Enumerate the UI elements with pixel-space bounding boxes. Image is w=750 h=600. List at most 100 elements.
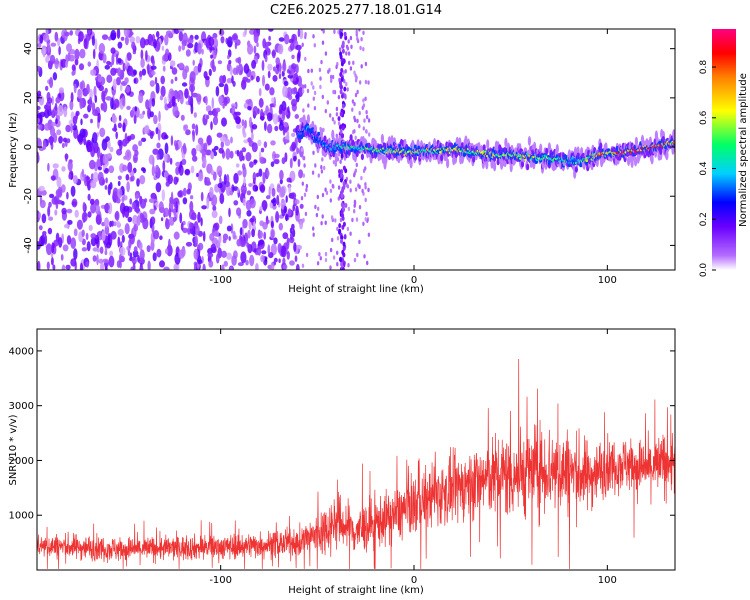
heatmap-cell <box>323 165 326 171</box>
heatmap-cell <box>365 211 368 217</box>
heatmap-cell <box>135 36 141 44</box>
heatmap-cell <box>57 186 63 198</box>
heatmap-cell <box>337 95 341 100</box>
snr-series-line <box>37 358 675 569</box>
heatmap-cell <box>353 129 356 134</box>
heatmap-cell <box>119 139 123 151</box>
heatmap-cell <box>212 47 217 60</box>
heatmap-cell <box>77 134 84 143</box>
heatmap-cell <box>270 261 275 270</box>
heatmap-cell <box>126 135 132 142</box>
heatmap-cell <box>259 206 263 212</box>
heatmap-cell <box>297 29 301 38</box>
heatmap-cell <box>338 223 342 229</box>
heatmap-cell <box>299 220 303 230</box>
heatmap-cell <box>92 171 99 183</box>
heatmap-cell <box>164 170 169 178</box>
heatmap-cell <box>237 63 244 76</box>
heatmap-cell <box>349 179 352 184</box>
heatmap-cell <box>66 191 69 200</box>
heatmap-cell <box>208 260 214 268</box>
heatmap-cell <box>133 114 137 125</box>
heatmap-cell <box>99 262 105 270</box>
heatmap-cell <box>160 75 165 85</box>
heatmap-cell <box>362 30 365 35</box>
heatmap-cell <box>258 239 265 245</box>
heatmap-cell <box>81 238 86 246</box>
heatmap-cell <box>69 30 73 36</box>
heatmap-cell <box>202 231 206 242</box>
heatmap-cell <box>52 163 59 169</box>
heatmap-cell <box>353 101 356 107</box>
heatmap-cell <box>203 142 208 152</box>
heatmap-cell <box>241 147 247 153</box>
y-tick-label: -40 <box>23 237 34 253</box>
heatmap-cell <box>261 250 267 255</box>
heatmap-cell <box>335 106 339 112</box>
heatmap-cell <box>223 260 228 267</box>
heatmap-cell <box>78 63 85 71</box>
heatmap-cell <box>368 132 371 137</box>
heatmap-cell <box>353 257 357 263</box>
heatmap-cell <box>40 234 46 246</box>
heatmap-cell <box>295 263 300 270</box>
heatmap-cell <box>320 59 323 65</box>
heatmap-cell <box>295 205 299 216</box>
heatmap-cell <box>185 129 191 136</box>
heatmap-cell <box>228 236 231 241</box>
heatmap-cell <box>227 36 233 48</box>
heatmap-cell <box>340 29 344 33</box>
heatmap-cell <box>124 35 129 46</box>
heatmap-cell <box>319 76 322 81</box>
heatmap-cell <box>242 163 246 170</box>
heatmap-cell <box>177 29 185 32</box>
heatmap-cell <box>127 216 133 223</box>
heatmap-cell <box>263 141 268 149</box>
heatmap-cell <box>47 42 51 54</box>
heatmap-cell <box>319 256 322 261</box>
y-tick-label: 4000 <box>9 346 34 357</box>
heatmap-cell <box>364 79 368 85</box>
heatmap-cell <box>355 162 358 168</box>
heatmap-cell <box>334 152 338 163</box>
heatmap-cell <box>108 255 115 268</box>
heatmap-cell <box>340 235 344 241</box>
heatmap-cell <box>294 114 299 119</box>
heatmap-cell <box>146 245 151 253</box>
heatmap-cell <box>272 197 277 207</box>
heatmap-cell <box>81 247 88 252</box>
heatmap-cell <box>38 95 45 106</box>
heatmap-cell <box>339 257 343 263</box>
heatmap-cell <box>158 110 161 122</box>
heatmap-cell <box>140 49 144 60</box>
heatmap-cell <box>197 42 202 55</box>
heatmap-cell <box>194 235 198 247</box>
heatmap-cell <box>218 215 223 225</box>
heatmap-cell <box>70 237 77 249</box>
heatmap-cell <box>99 152 103 164</box>
heatmap-cell <box>251 228 256 238</box>
heatmap-cell <box>362 126 365 131</box>
heatmap-cell <box>329 188 333 193</box>
heatmap-cell <box>38 212 42 219</box>
heatmap-cell <box>65 264 71 270</box>
heatmap-cell <box>110 230 117 240</box>
heatmap-cell <box>215 86 220 97</box>
heatmap-cell <box>301 181 304 186</box>
heatmap-cell <box>154 76 158 85</box>
heatmap-cell <box>217 60 223 65</box>
heatmap-cell <box>307 103 310 108</box>
heatmap-cell <box>323 135 327 142</box>
heatmap-cell <box>223 97 228 107</box>
heatmap-cell <box>110 47 116 54</box>
heatmap-cell <box>170 79 174 84</box>
heatmap-cell <box>331 117 335 122</box>
heatmap-cell <box>318 252 321 257</box>
heatmap-cell <box>73 228 78 237</box>
heatmap-cell <box>125 56 128 67</box>
heatmap-cell <box>156 153 160 160</box>
heatmap-cell <box>49 193 55 199</box>
heatmap-cell <box>205 105 212 112</box>
heatmap-cell <box>177 140 183 149</box>
heatmap-cell <box>343 31 347 37</box>
